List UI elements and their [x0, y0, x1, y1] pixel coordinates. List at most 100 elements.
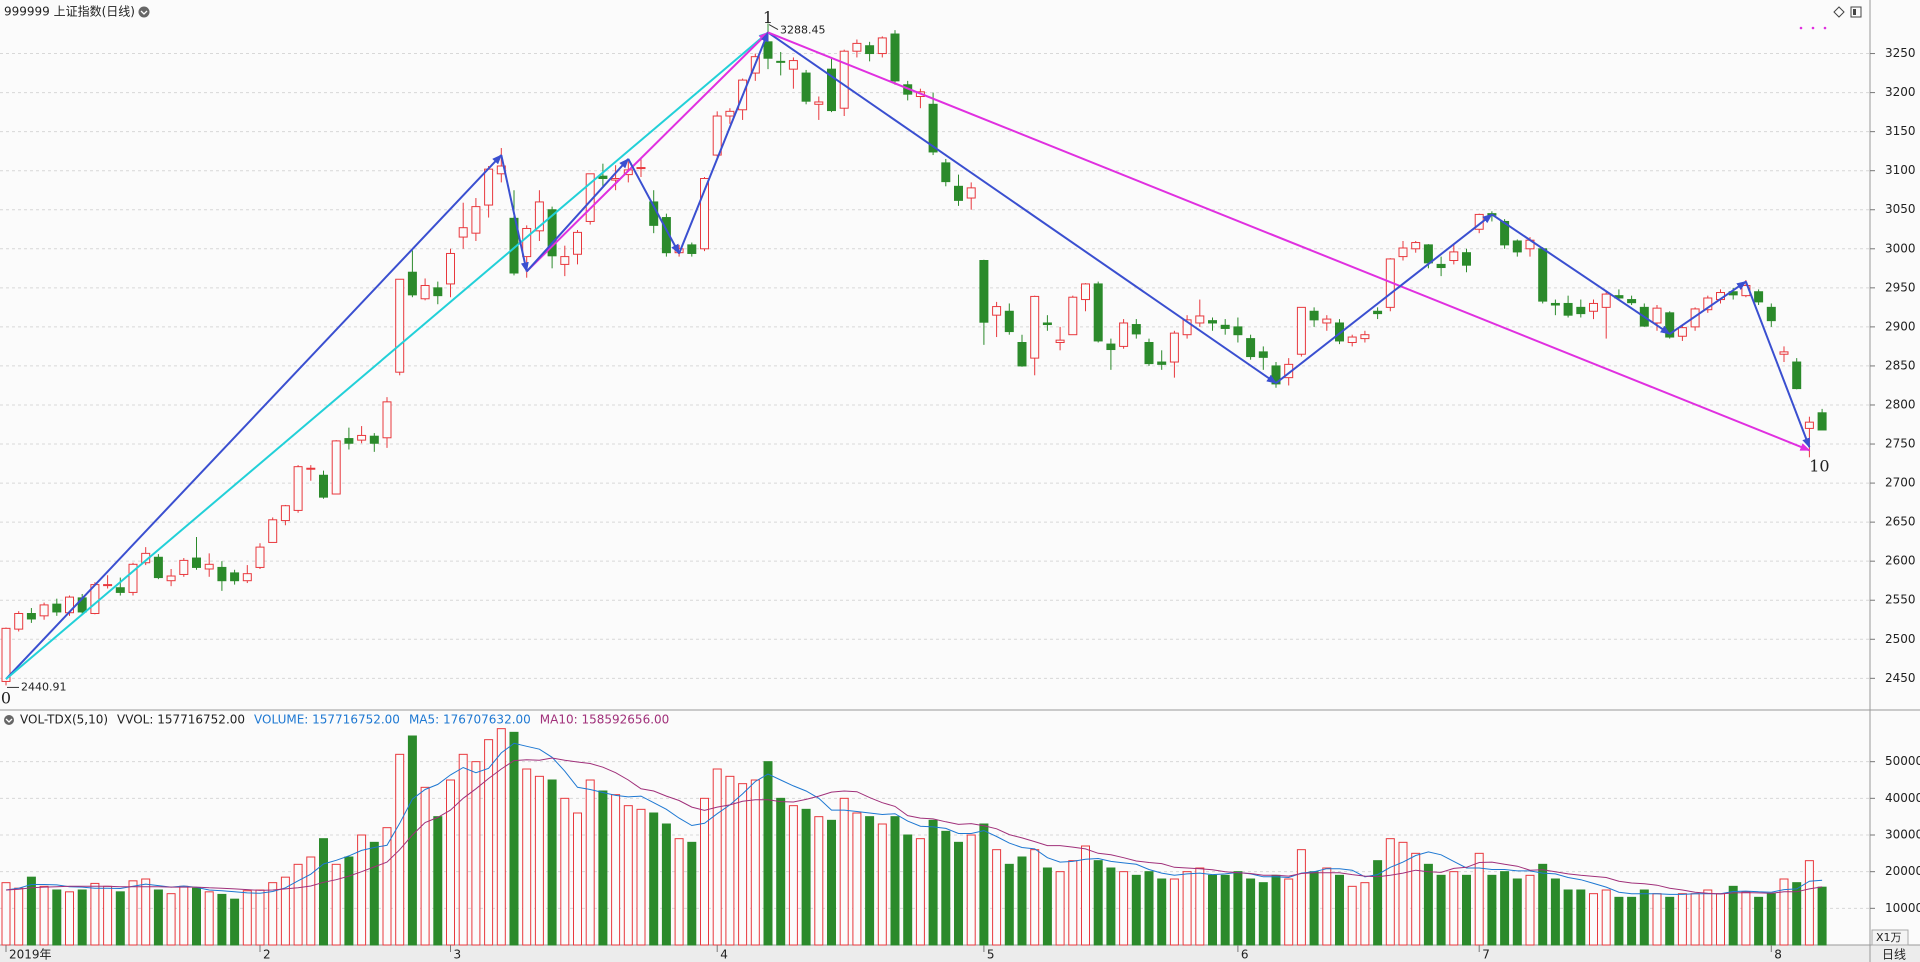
- unit-label-box: [1871, 929, 1909, 946]
- volume-bar: [255, 889, 265, 946]
- candle-body: [420, 284, 430, 300]
- volume-bar: [1296, 849, 1306, 946]
- volume-bar: [1589, 893, 1598, 946]
- trend-line: [1669, 280, 1747, 335]
- candle-body: [293, 466, 303, 511]
- candle-body: [1550, 302, 1560, 306]
- volume-bar: [1766, 893, 1776, 946]
- volume-bar: [471, 761, 481, 946]
- x-tick-label: 7: [1482, 948, 1490, 962]
- volume-bar: [1804, 860, 1814, 946]
- candle-body: [331, 440, 341, 495]
- volume-bar: [1271, 874, 1281, 946]
- volume-bar: [306, 856, 316, 946]
- candle-body: [890, 33, 900, 82]
- candle-body: [306, 467, 316, 470]
- volume-bar: [1487, 874, 1497, 946]
- candle-body: [522, 227, 532, 258]
- volume-bar: [319, 838, 328, 946]
- volume-bar: [1195, 867, 1205, 946]
- volume-bar: [1512, 878, 1522, 946]
- volume-bar: [204, 891, 214, 946]
- diamond-icon[interactable]: [1833, 6, 1845, 18]
- x-tick-label: 2019年: [9, 948, 52, 962]
- ma-line: [5, 742, 1823, 895]
- volume-bar: [217, 893, 227, 946]
- candle-body: [217, 566, 227, 582]
- candle-body: [115, 587, 125, 593]
- volume-bar: [1665, 896, 1675, 946]
- volume-bar: [1576, 889, 1586, 946]
- volume-bar: [1614, 896, 1624, 946]
- volume-bar: [611, 794, 621, 946]
- y-tick-label: 2600: [1885, 554, 1916, 568]
- candle-body: [319, 474, 328, 498]
- candle-body: [954, 185, 963, 201]
- trend-line: [500, 154, 529, 273]
- volume-bar: [801, 808, 811, 946]
- candle-body: [39, 604, 49, 617]
- x-tick-label: 2: [263, 948, 271, 962]
- candle-body: [433, 287, 443, 297]
- volume-bar: [1563, 889, 1573, 946]
- dot: [1823, 26, 1827, 30]
- volume-bar: [636, 808, 646, 946]
- candle-body: [52, 603, 62, 613]
- candle-body: [1081, 283, 1090, 301]
- trend-line: [5, 31, 769, 680]
- candle-body: [560, 256, 570, 265]
- y-tick-label: 3250: [1885, 46, 1916, 60]
- volume-bar: [1093, 860, 1103, 946]
- window-icon[interactable]: [1850, 6, 1862, 18]
- candle-body: [128, 563, 138, 593]
- candle-body: [636, 167, 646, 170]
- trend-line: [627, 158, 680, 255]
- volume-bar: [941, 830, 951, 946]
- volume-bar: [1601, 889, 1611, 946]
- candle-body: [598, 175, 608, 179]
- volume-bar: [954, 841, 963, 946]
- volume-bar: [534, 775, 544, 946]
- volume-bar: [1233, 871, 1243, 946]
- candle-body: [1538, 248, 1548, 302]
- volume-bar: [827, 819, 836, 946]
- volume-bar: [1182, 871, 1192, 946]
- volume-bar: [344, 856, 354, 946]
- volume-bar: [1347, 885, 1357, 946]
- volume-bar: [1398, 841, 1408, 946]
- volume-bar: [1423, 863, 1433, 946]
- candle-body: [687, 244, 697, 254]
- candle-body: [166, 575, 176, 582]
- volume-bar: [293, 863, 303, 946]
- x-tick-label: 4: [720, 948, 728, 962]
- volume-bar: [776, 797, 786, 946]
- volume-bar: [1627, 896, 1637, 946]
- volume-bar: [1754, 896, 1764, 946]
- volume-bar: [1042, 867, 1052, 946]
- candle-body: [1309, 310, 1319, 321]
- candle-body: [103, 584, 113, 587]
- volume-bar: [700, 797, 709, 946]
- candle-body: [1792, 361, 1802, 390]
- volume-bar: [992, 849, 1002, 946]
- trend-line: [525, 158, 630, 273]
- candle-body: [979, 260, 989, 323]
- dot: [1811, 26, 1815, 30]
- volume-dropdown-arrow: [5, 718, 13, 723]
- candle-body: [192, 557, 201, 568]
- window-icon-part: [1853, 9, 1856, 15]
- volume-bar: [1068, 860, 1078, 946]
- volume-bar: [1144, 871, 1154, 946]
- candle-body: [661, 217, 671, 254]
- volume-bar: [1309, 871, 1319, 946]
- trend-line: [1491, 213, 1671, 335]
- candle-body: [1500, 220, 1510, 246]
- period-label: 日线: [1882, 948, 1906, 962]
- candle-body: [1220, 324, 1230, 329]
- volume-bar: [1385, 838, 1395, 946]
- toolbar-icons[interactable]: [1833, 6, 1862, 18]
- volume-bar: [458, 753, 468, 946]
- volume-bar: [1030, 849, 1040, 946]
- volume-bar: [141, 878, 151, 946]
- candle-body: [1068, 296, 1078, 336]
